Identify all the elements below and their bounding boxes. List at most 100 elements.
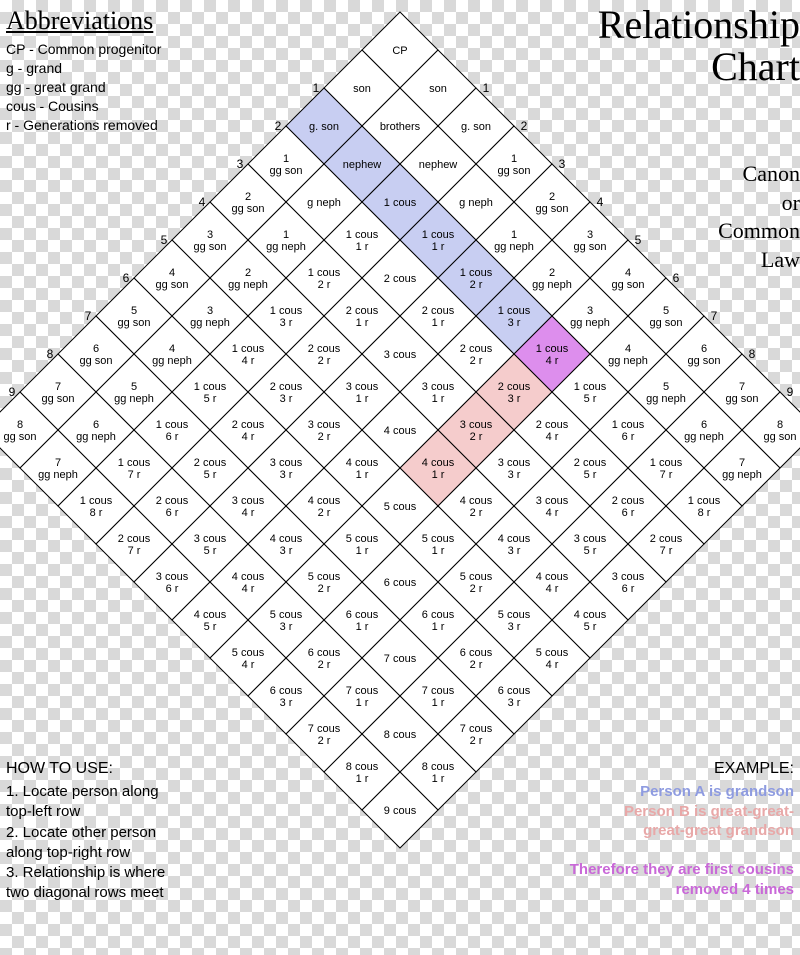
cell-label: gg son bbox=[193, 241, 226, 253]
cell-label: 1 bbox=[283, 229, 289, 241]
cell-label: 3 cous bbox=[384, 349, 417, 361]
cell-label: 7 cous bbox=[346, 685, 379, 697]
cell-label: 4 cous bbox=[308, 495, 341, 507]
cell-label: 1 cous bbox=[156, 419, 189, 431]
cell-label: 2 r bbox=[318, 355, 331, 367]
cell-label: 2 cous bbox=[422, 305, 455, 317]
cell-label: gg son bbox=[725, 393, 758, 405]
cell-label: 2 r bbox=[318, 431, 331, 443]
cell-label: 3 r bbox=[508, 469, 521, 481]
cell-label: 3 cous bbox=[422, 381, 455, 393]
cell-label: 2 cous bbox=[270, 381, 303, 393]
cell-label: 1 r bbox=[432, 393, 445, 405]
cell-label: 2 cous bbox=[574, 457, 607, 469]
cell-label: 3 cous bbox=[498, 457, 531, 469]
abbreviations-list: CP - Common progenitorg - grandgg - grea… bbox=[6, 40, 161, 134]
cell-label: 3 r bbox=[508, 697, 521, 709]
cell-label: 4 r bbox=[242, 659, 255, 671]
cell-label: 1 r bbox=[356, 621, 369, 633]
subtitle: CanonorCommonLaw bbox=[718, 160, 800, 274]
cell-label: 2 cous bbox=[308, 343, 341, 355]
cell-label: 3 cous bbox=[612, 571, 645, 583]
cell-label: 6 r bbox=[622, 583, 635, 595]
cell-label: 1 bbox=[283, 153, 289, 165]
cell-label: 2 r bbox=[318, 735, 331, 747]
cell-label: 7 r bbox=[128, 545, 141, 557]
cell-label: 1 r bbox=[432, 697, 445, 709]
cell-label: 2 r bbox=[318, 583, 331, 595]
cell-label: 8 cous bbox=[422, 761, 455, 773]
cell-label: 1 cous bbox=[536, 343, 569, 355]
cell-label: 4 bbox=[169, 343, 175, 355]
cell-label: gg neph bbox=[114, 393, 154, 405]
cell-label: 1 cous bbox=[422, 229, 455, 241]
cell-label: gg son bbox=[231, 203, 264, 215]
cell-label: 1 r bbox=[432, 317, 445, 329]
cell-label: 1 r bbox=[356, 469, 369, 481]
cell-label: gg neph bbox=[532, 279, 572, 291]
cell-label: 4 r bbox=[546, 507, 559, 519]
cell-label: 1 r bbox=[356, 317, 369, 329]
cell-label: gg neph bbox=[266, 241, 306, 253]
cell-label: 3 r bbox=[280, 697, 293, 709]
cell-label: g neph bbox=[459, 197, 493, 209]
cell-label: 3 bbox=[587, 229, 593, 241]
cell-label: 1 r bbox=[356, 393, 369, 405]
cell-label: gg neph bbox=[76, 431, 116, 443]
cell-label: 8 cous bbox=[346, 761, 379, 773]
cell-label: 2 cous bbox=[194, 457, 227, 469]
cell-label: 1 cous bbox=[460, 267, 493, 279]
cell-label: 3 r bbox=[508, 621, 521, 633]
cell-label: 1 cous bbox=[308, 267, 341, 279]
cell-label: 5 bbox=[663, 305, 669, 317]
cell-label: 4 cous bbox=[232, 571, 265, 583]
cell-label: 6 bbox=[93, 419, 99, 431]
cell-label: 3 cous bbox=[574, 533, 607, 545]
cell-label: son bbox=[353, 83, 371, 95]
gen-number-left: 3 bbox=[237, 157, 244, 171]
cell-label: 2 r bbox=[318, 279, 331, 291]
cell-label: 6 cous bbox=[422, 609, 455, 621]
cell-label: 2 cous bbox=[612, 495, 645, 507]
cell-label: 3 cous bbox=[270, 457, 303, 469]
abbreviations-heading: Abbreviations bbox=[6, 6, 153, 36]
cell-label: 2 bbox=[549, 191, 555, 203]
cell-label: 2 r bbox=[470, 507, 483, 519]
gen-number-left: 9 bbox=[9, 385, 16, 399]
cell-label: 5 r bbox=[584, 545, 597, 557]
cell-label: 3 r bbox=[280, 317, 293, 329]
cell-label: 4 cous bbox=[536, 571, 569, 583]
cell-label: 3 bbox=[207, 229, 213, 241]
cell-label: CP bbox=[392, 45, 407, 57]
cell-label: 4 cous bbox=[574, 609, 607, 621]
cell-label: 3 cous bbox=[346, 381, 379, 393]
cell-label: 5 bbox=[663, 381, 669, 393]
cell-label: 1 cous bbox=[574, 381, 607, 393]
cell-label: gg neph bbox=[570, 317, 610, 329]
cell-label: 8 r bbox=[698, 507, 711, 519]
cell-label: 4 r bbox=[546, 355, 559, 367]
cell-label: 2 cous bbox=[118, 533, 151, 545]
cell-label: gg son bbox=[763, 431, 796, 443]
cell-label: 5 r bbox=[204, 469, 217, 481]
cell-label: 6 r bbox=[166, 583, 179, 595]
example-heading: EXAMPLE: bbox=[714, 760, 794, 778]
cell-label: 4 cous bbox=[270, 533, 303, 545]
cell-label: 1 cous bbox=[232, 343, 265, 355]
cell-label: 4 cous bbox=[422, 457, 455, 469]
cell-label: 2 cous bbox=[232, 419, 265, 431]
cell-label: 6 bbox=[93, 343, 99, 355]
example-text: Person A is grandson Person B is great-g… bbox=[570, 782, 794, 899]
cell-label: nephew bbox=[419, 159, 458, 171]
howto-list: 1. Locate person along top-left row2. Lo… bbox=[6, 782, 165, 904]
gen-number-right: 2 bbox=[521, 119, 528, 133]
cell-label: 8 cous bbox=[384, 729, 417, 741]
cell-label: 5 bbox=[131, 305, 137, 317]
gen-number-left: 5 bbox=[161, 233, 168, 247]
cell-label: 1 bbox=[511, 153, 517, 165]
cell-label: 6 r bbox=[622, 507, 635, 519]
cell-label: 8 bbox=[777, 419, 783, 431]
cell-label: 5 r bbox=[584, 621, 597, 633]
cell-label: gg son bbox=[79, 355, 112, 367]
cell-label: gg son bbox=[3, 431, 36, 443]
